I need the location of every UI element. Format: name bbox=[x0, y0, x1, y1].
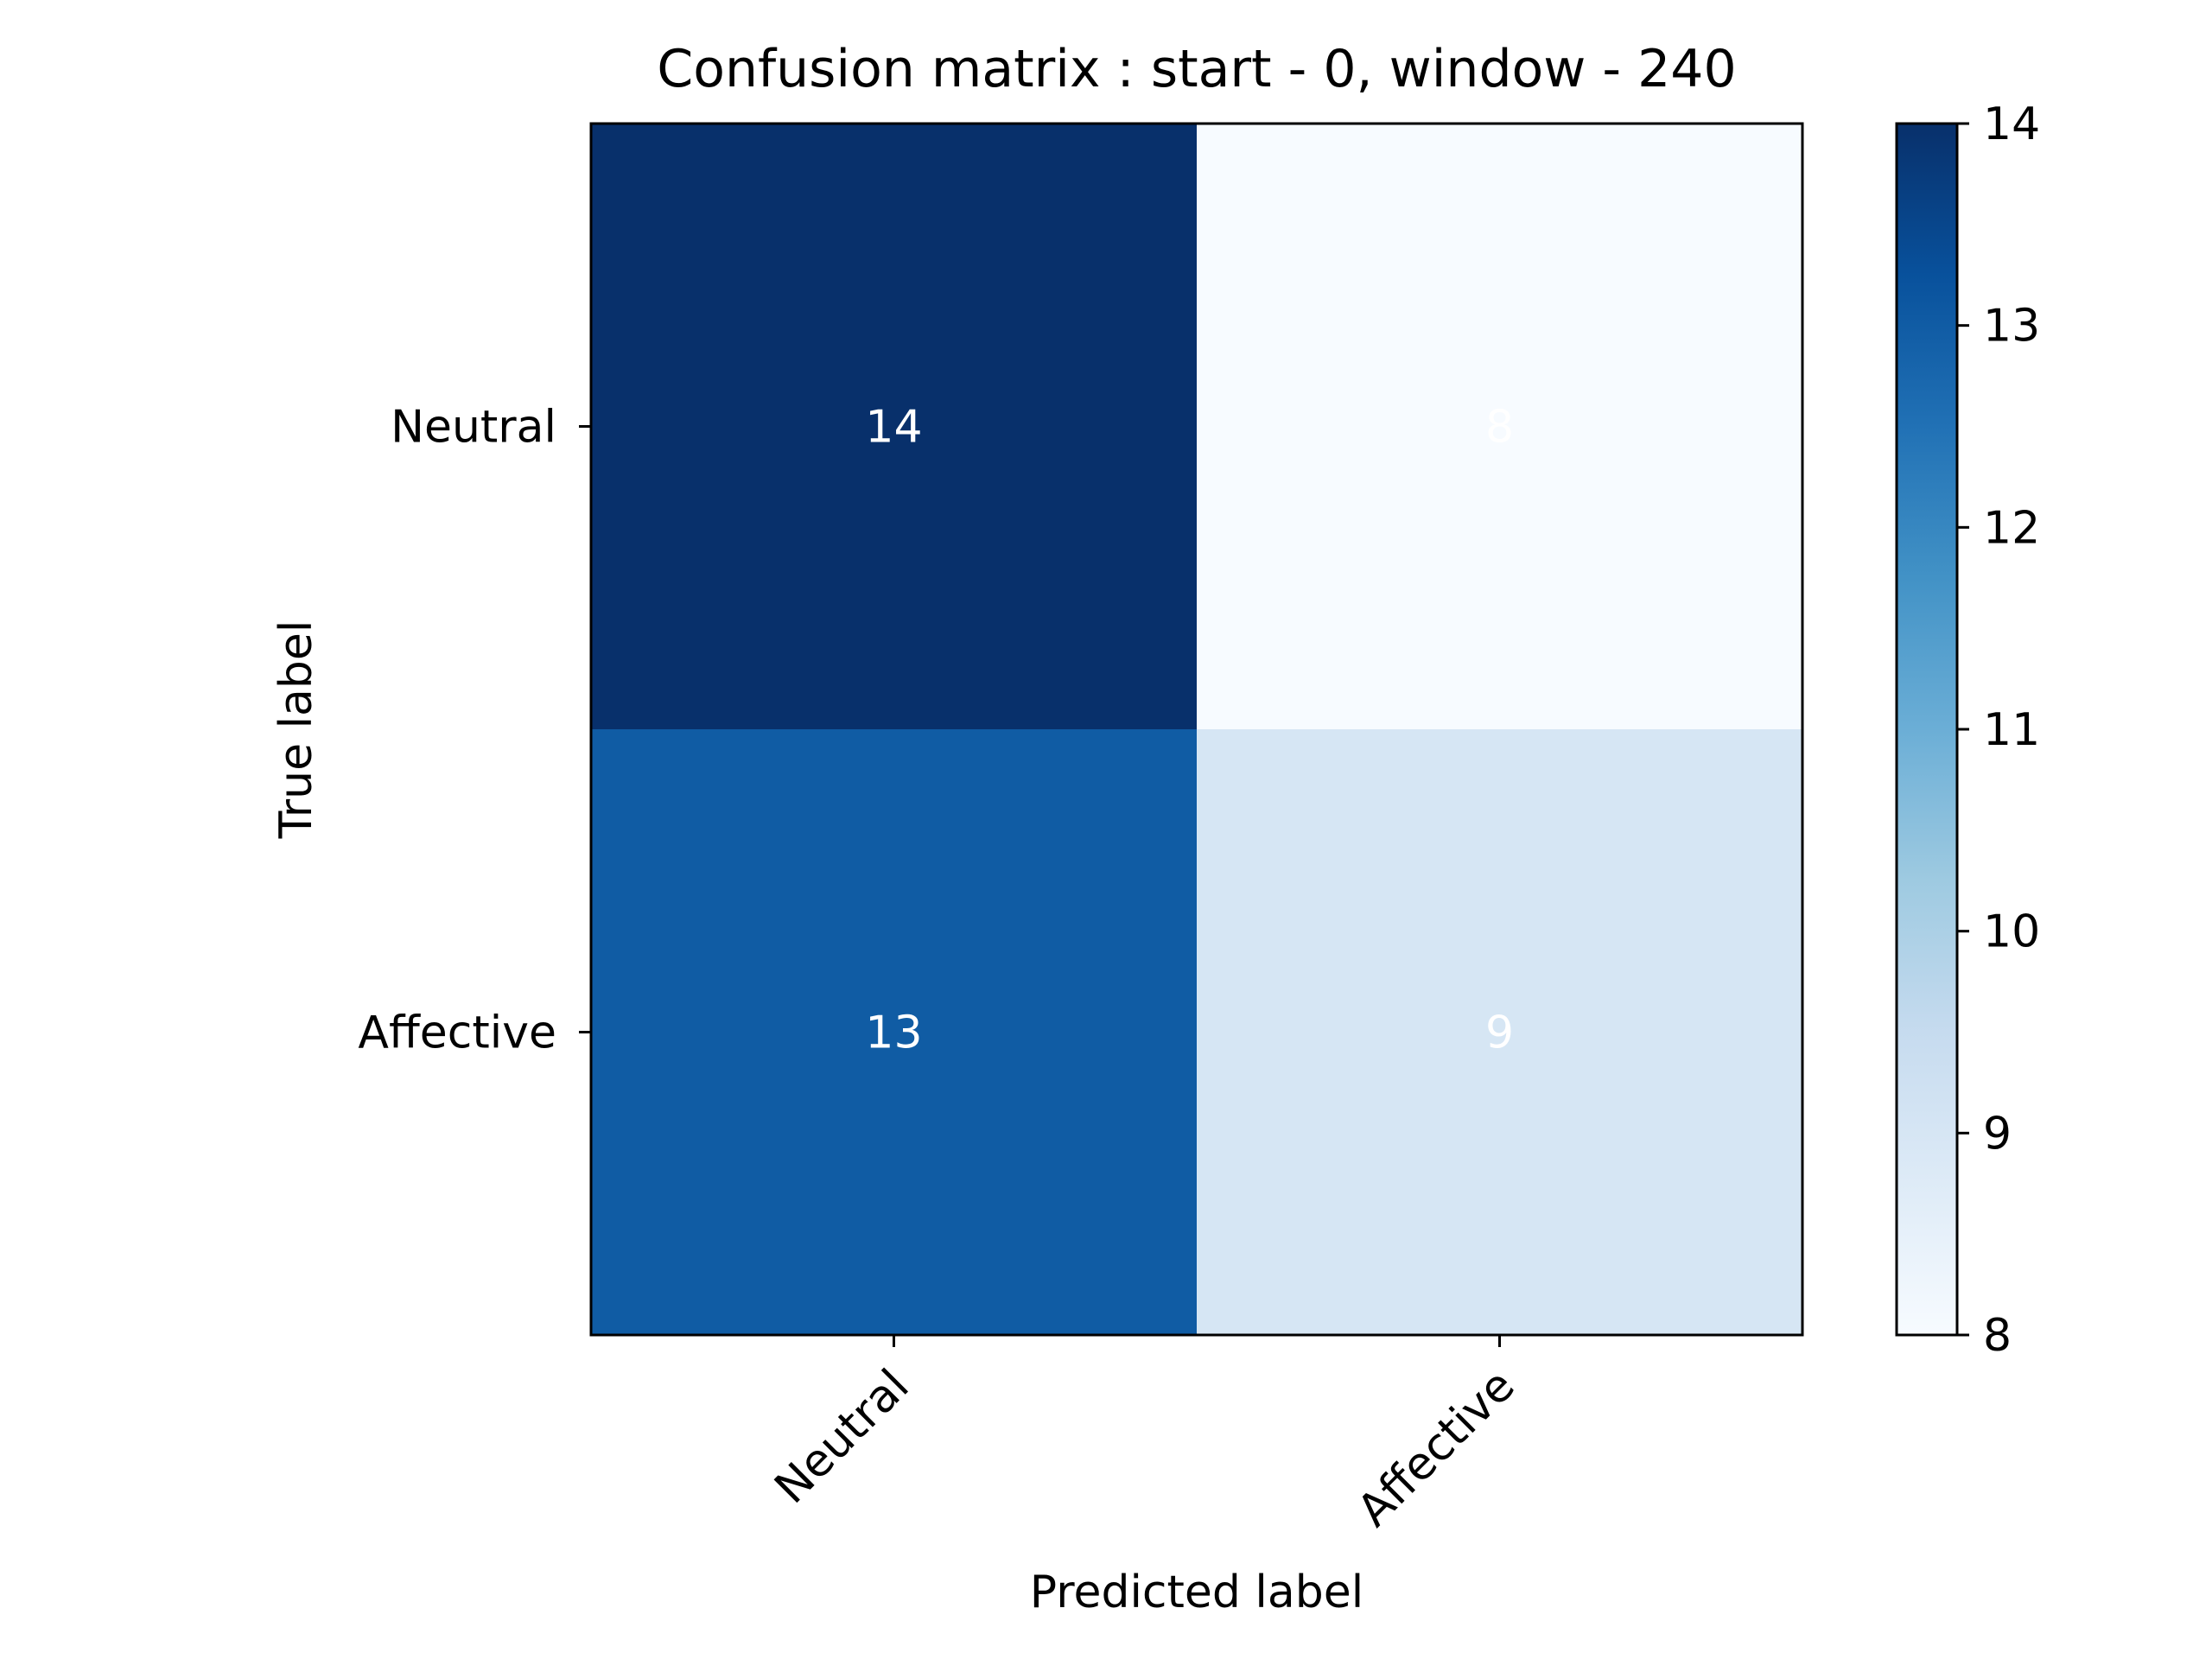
colorbar-tick-label: 9 bbox=[1983, 1108, 2012, 1160]
cell-value-label: 13 bbox=[865, 1007, 922, 1059]
colorbar-tick-label: 8 bbox=[1983, 1310, 2012, 1362]
cell-value-label: 8 bbox=[1485, 402, 1514, 454]
heatmap-cell bbox=[1197, 124, 1802, 729]
x-axis-label: Predicted label bbox=[1030, 1567, 1363, 1618]
colorbar-ticks: 8 9 10 11 12 13 14 bbox=[1957, 99, 2040, 1362]
heatmap-cell bbox=[1197, 729, 1802, 1335]
colorbar-tick-label: 10 bbox=[1983, 906, 2040, 958]
colorbar-tick-label: 11 bbox=[1983, 704, 2040, 756]
heatmap-cells bbox=[591, 124, 1802, 1335]
colorbar-tick-label: 13 bbox=[1983, 301, 2040, 353]
cell-value-label: 9 bbox=[1485, 1007, 1514, 1059]
x-tick-label: Neutral bbox=[766, 1360, 919, 1514]
heatmap-cell bbox=[591, 124, 1197, 729]
heatmap-cell bbox=[591, 729, 1197, 1335]
cell-value-label: 14 bbox=[865, 402, 922, 454]
y-axis-label: True label bbox=[270, 620, 322, 840]
y-tick-label: Neutral bbox=[391, 402, 556, 454]
y-axis-ticks: Neutral Affective bbox=[358, 402, 591, 1059]
colorbar bbox=[1897, 124, 1957, 1335]
x-tick-label: Affective bbox=[1348, 1360, 1525, 1537]
heatmap-cell-labels: 14 8 13 9 bbox=[865, 402, 1514, 1059]
chart-title: Confusion matrix : start - 0, window - 2… bbox=[657, 39, 1736, 99]
colorbar-tick-label: 12 bbox=[1983, 502, 2040, 554]
y-tick-label: Affective bbox=[358, 1007, 556, 1059]
plot-frame bbox=[589, 122, 1804, 1337]
x-axis-ticks: Neutral Affective bbox=[766, 1335, 1525, 1537]
colorbar-tick-label: 14 bbox=[1983, 99, 2040, 150]
